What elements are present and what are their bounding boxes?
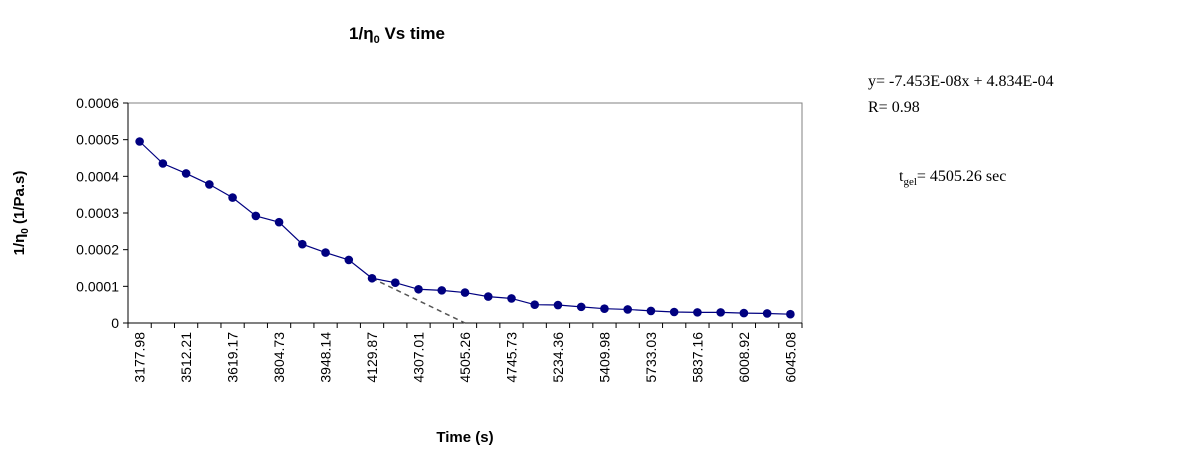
trendline	[371, 277, 466, 324]
data-point	[321, 248, 330, 257]
data-point	[786, 309, 795, 319]
data-point	[344, 255, 354, 265]
data-point	[460, 288, 470, 297]
trendline-group	[371, 277, 466, 324]
trend-equation: y= -7.453E-08x + 4.834E-04	[868, 73, 1054, 90]
x-tick-label: 4505.26	[457, 332, 473, 383]
x-ticks: 3177.98 3512.21 3619.17 3804.73 3948.14 4129.…	[127, 323, 803, 383]
data-point	[576, 302, 586, 312]
data-point	[483, 292, 493, 301]
y-tick-label: 0.0006	[76, 95, 119, 111]
data-point	[600, 304, 609, 314]
x-tick-label: 4307.01	[411, 332, 427, 383]
data-point	[623, 305, 632, 314]
y-ticks: 0 0.0001 0.0002 0.0003 0.0004 0.0005 0.0006	[76, 95, 128, 331]
data-point	[274, 217, 284, 227]
y-tick-label: 0	[111, 315, 119, 331]
data-point	[553, 300, 563, 310]
data-point	[646, 306, 656, 316]
y-tick-label: 0.0001	[76, 278, 119, 294]
data-point	[437, 286, 447, 295]
x-axis-title: Time (s)	[436, 429, 493, 446]
y-tick-label: 0.0002	[76, 242, 119, 258]
y-axis-title: 1/η0 (1/Pa.s)	[11, 171, 31, 256]
x-tick-label: 4129.87	[364, 332, 380, 383]
data-point	[507, 294, 516, 303]
data-point	[390, 278, 400, 287]
chart-title: 1/η0 Vs time	[349, 24, 445, 46]
x-tick-label: 3619.17	[225, 332, 241, 383]
x-tick-label: 5837.16	[689, 332, 705, 383]
data-point	[367, 273, 377, 283]
data-point	[739, 308, 749, 318]
x-tick-label: 6045.08	[782, 332, 798, 383]
plot-area	[127, 102, 803, 324]
data-point	[251, 211, 261, 221]
gel-time: tgel= 4505.26 sec	[899, 168, 1006, 188]
data-point	[716, 308, 725, 317]
r-value: R= 0.98	[868, 99, 920, 116]
data-point	[181, 169, 191, 178]
data-point	[135, 137, 144, 146]
y-tick-label: 0.0005	[76, 132, 119, 148]
data-point	[414, 284, 423, 294]
data-point	[298, 239, 307, 249]
x-tick-label: 3177.98	[132, 332, 148, 383]
x-tick-label: 6008.92	[736, 332, 752, 383]
x-tick-label: 5733.03	[643, 332, 659, 383]
x-tick-label: 3512.21	[178, 332, 194, 383]
x-tick-label: 3804.73	[271, 332, 287, 383]
data-point	[228, 193, 237, 202]
data-point	[693, 308, 702, 317]
data-point	[530, 300, 540, 309]
x-tick-label: 5234.36	[550, 332, 566, 383]
y-tick-label: 0.0004	[76, 168, 119, 184]
y-tick-label: 0.0003	[76, 205, 119, 221]
x-tick-label: 3948.14	[318, 332, 334, 383]
series-group	[135, 137, 795, 319]
data-point	[158, 159, 168, 168]
x-tick-label: 4745.73	[503, 332, 519, 383]
data-point	[762, 309, 772, 318]
data-point	[205, 180, 214, 189]
data-point	[669, 307, 679, 317]
x-tick-label: 5409.98	[596, 332, 612, 383]
